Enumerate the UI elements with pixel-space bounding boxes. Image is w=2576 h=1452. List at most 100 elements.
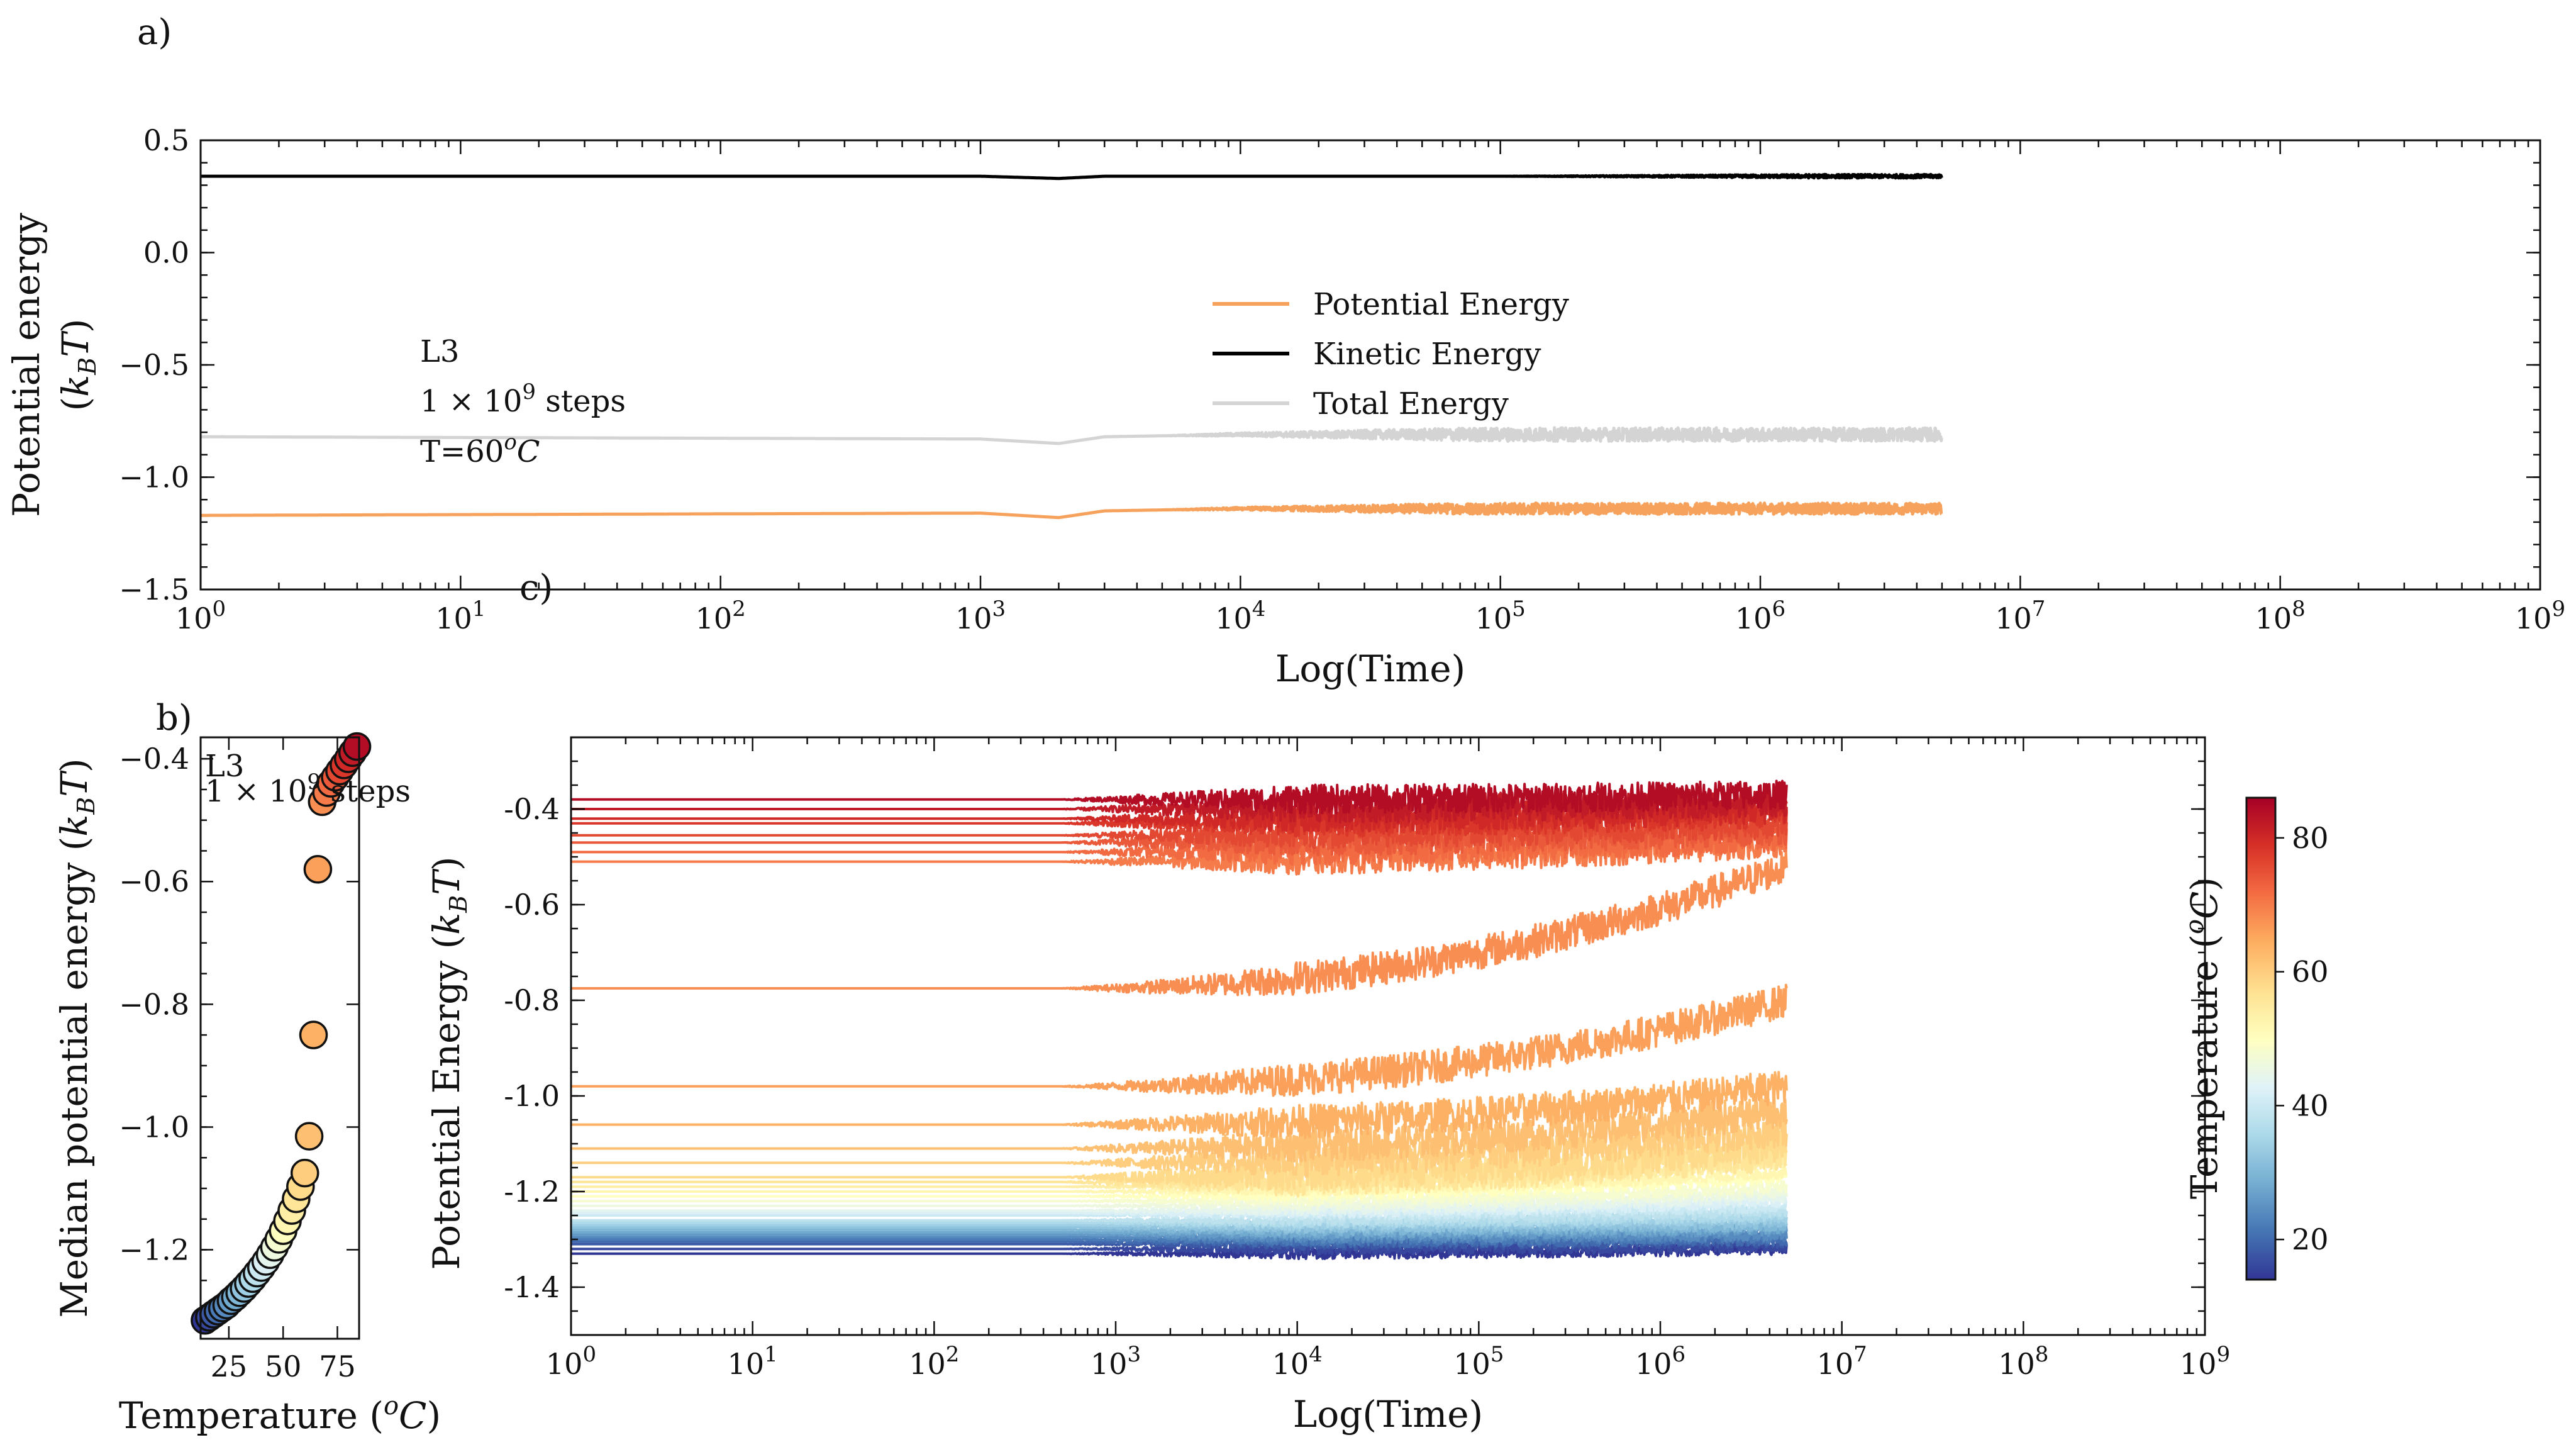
panel-a-annotation-steps: 1 × 109 steps	[420, 379, 626, 419]
panel-c-y-axis-label: Potential Energy (kBT)	[425, 856, 472, 1270]
series-line-T48	[570, 1180, 1788, 1207]
series-line-T84	[570, 779, 1788, 815]
series-line-T64	[570, 1071, 1788, 1139]
panel-a-x-tick-label: 104	[1215, 596, 1265, 635]
panel-b-annotation-steps: 1 × 109 steps	[205, 769, 411, 809]
series-line-potential-energy	[199, 501, 1943, 520]
panel-c-x-tick-label: 106	[1635, 1342, 1685, 1381]
series-line-T60	[570, 1114, 1788, 1178]
panel-c-ticks: 100 101 102 103 104 105 106 107 108 109 -1.4 -1.2 -1…	[504, 737, 2230, 1381]
panel-b-x-axis-label: Temperature (oC)	[119, 1392, 441, 1437]
panel-a-y-axis-label-line1: Potential energy	[5, 213, 48, 517]
panel-c-y-tick-label: -1.2	[504, 1175, 560, 1209]
colorbar-gradient	[2245, 796, 2277, 1281]
series-line-T80	[570, 796, 1788, 834]
series-line-T62	[570, 1095, 1788, 1163]
panel-c-chart: 100 101 102 103 104 105 106 107 108 109 -1.4 -1.2 -1…	[425, 736, 2230, 1436]
data-point	[299, 1020, 328, 1049]
colorbar-ticks: 20 40 60 80	[2275, 821, 2329, 1256]
legend-label-total-energy: Total Energy	[1313, 386, 1509, 422]
panel-c-y-tick-label: -0.6	[504, 888, 560, 922]
panel-b-x-tick-label: 25	[211, 1349, 248, 1383]
panel-c-x-tick-label: 102	[909, 1342, 959, 1381]
panel-a-y-axis-label-line2: (kBT)	[54, 318, 101, 411]
series-line-kinetic-energy	[199, 172, 1943, 181]
panel-a-legend: Potential Energy Kinetic Energy Total Ener…	[1213, 287, 1569, 422]
data-point	[294, 1122, 324, 1151]
panel-c-y-tick-label: -0.8	[504, 983, 560, 1017]
legend-label-potential-energy: Potential Energy	[1313, 287, 1569, 322]
data-point	[342, 732, 372, 761]
panel-b-points	[191, 732, 372, 1335]
panel-a-axes-frame	[199, 139, 2541, 591]
legend-label-kinetic-energy: Kinetic Energy	[1313, 337, 1541, 372]
panel-b-label: b)	[156, 698, 192, 739]
series-line-T18	[570, 1235, 1788, 1251]
panel-b-x-tick-label: 50	[265, 1349, 302, 1383]
panel-a-series	[199, 172, 1943, 520]
panel-c-x-tick-label: 107	[1817, 1342, 1867, 1381]
panel-b-annotation-layer: L3	[205, 749, 244, 784]
panel-a-x-tick-label: 100	[175, 596, 226, 635]
panel-b-y-axis-label: Median potential energy (kBT)	[53, 758, 100, 1317]
panel-a-y-tick-label: −0.5	[119, 348, 189, 382]
temperature-colorbar: 20 40 60 80 Temperature (oC)	[2180, 796, 2329, 1281]
panel-b-y-tick-label: −1.0	[119, 1110, 189, 1144]
colorbar-tick-label: 20	[2292, 1222, 2329, 1256]
colorbar-label: Temperature (oC)	[2180, 877, 2226, 1199]
panel-c-x-tick-label: 103	[1091, 1342, 1141, 1381]
panel-c-y-tick-label: -1.4	[504, 1270, 560, 1304]
series-line-T44	[570, 1190, 1788, 1217]
panel-a-x-tick-label: 102	[696, 596, 746, 635]
panel-b-y-tick-label: −1.2	[119, 1233, 189, 1267]
series-line-T36	[570, 1209, 1788, 1229]
panel-b-chart: 25 50 75 −1.2 −1.0 −0.8 −0.6 −0.4 Temperature (…	[53, 732, 441, 1437]
colorbar-tick-label: 80	[2292, 821, 2329, 855]
panel-a-label: a)	[137, 12, 172, 53]
panel-a-ticks: 100 101 102 103 104 105 106 107 108 109 −1.5 −1.0 −0…	[119, 123, 2565, 635]
panel-b-axes-frame	[199, 736, 360, 1340]
panel-c-axes-frame	[570, 736, 2206, 1336]
series-line-total-energy	[199, 426, 1943, 445]
panel-b-y-tick-label: −0.4	[119, 742, 189, 776]
panel-a-x-tick-label: 106	[1735, 596, 1785, 635]
series-line-T58	[570, 1128, 1788, 1191]
panel-c-x-tick-label: 105	[1453, 1342, 1504, 1381]
series-line-T68	[570, 850, 1788, 997]
series-line-T72	[570, 823, 1788, 866]
panel-a-y-tick-label: −1.5	[119, 572, 189, 606]
data-point	[303, 854, 333, 884]
series-line-T32	[570, 1216, 1788, 1234]
panel-a-x-tick-label: 108	[2255, 596, 2306, 635]
data-point	[290, 1158, 319, 1188]
panel-c-x-tick-label: 101	[728, 1342, 778, 1381]
panel-a-y-tick-label: −1.0	[119, 461, 189, 494]
panel-a-x-tick-label: 109	[2515, 596, 2565, 635]
panel-a-x-tick-label: 107	[1995, 596, 2045, 635]
panel-c-y-tick-label: -1.0	[504, 1079, 560, 1113]
series-line-T22	[570, 1230, 1788, 1246]
panel-c-x-tick-label: 108	[1998, 1342, 2048, 1381]
colorbar-tick-label: 40	[2292, 1088, 2329, 1122]
panel-b-x-tick-label: 75	[319, 1349, 356, 1383]
panel-a-x-axis-label: Log(Time)	[1275, 647, 1465, 690]
panel-c-x-tick-label: 104	[1272, 1342, 1323, 1381]
panel-c-x-tick-label: 100	[546, 1342, 596, 1381]
panel-a-chart: 100 101 102 103 104 105 106 107 108 109 −1.5 −1.0 −0…	[5, 123, 2565, 690]
series-line-T66	[570, 983, 1788, 1097]
panel-a-x-tick-label: 103	[955, 596, 1006, 635]
panel-a-x-tick-label: 101	[435, 596, 486, 635]
panel-c-y-tick-label: -0.4	[504, 792, 560, 826]
panel-c-series	[570, 779, 1788, 1260]
panel-a-y-tick-label: 0.0	[143, 236, 189, 270]
panel-b-y-tick-label: −0.8	[119, 987, 189, 1021]
panel-a-x-tick-label: 105	[1475, 596, 1526, 635]
panel-a-annotation-temperature: T=60oC	[420, 430, 540, 469]
series-line-T52	[570, 1166, 1788, 1197]
panel-a-y-tick-label: 0.5	[143, 123, 189, 157]
panel-b-y-tick-label: −0.6	[119, 864, 189, 898]
panel-c-x-tick-label: 109	[2180, 1342, 2230, 1381]
panel-b-ticks: 25 50 75 −1.2 −1.0 −0.8 −0.6 −0.4	[119, 737, 359, 1383]
panel-c-x-axis-label: Log(Time)	[1293, 1393, 1483, 1436]
